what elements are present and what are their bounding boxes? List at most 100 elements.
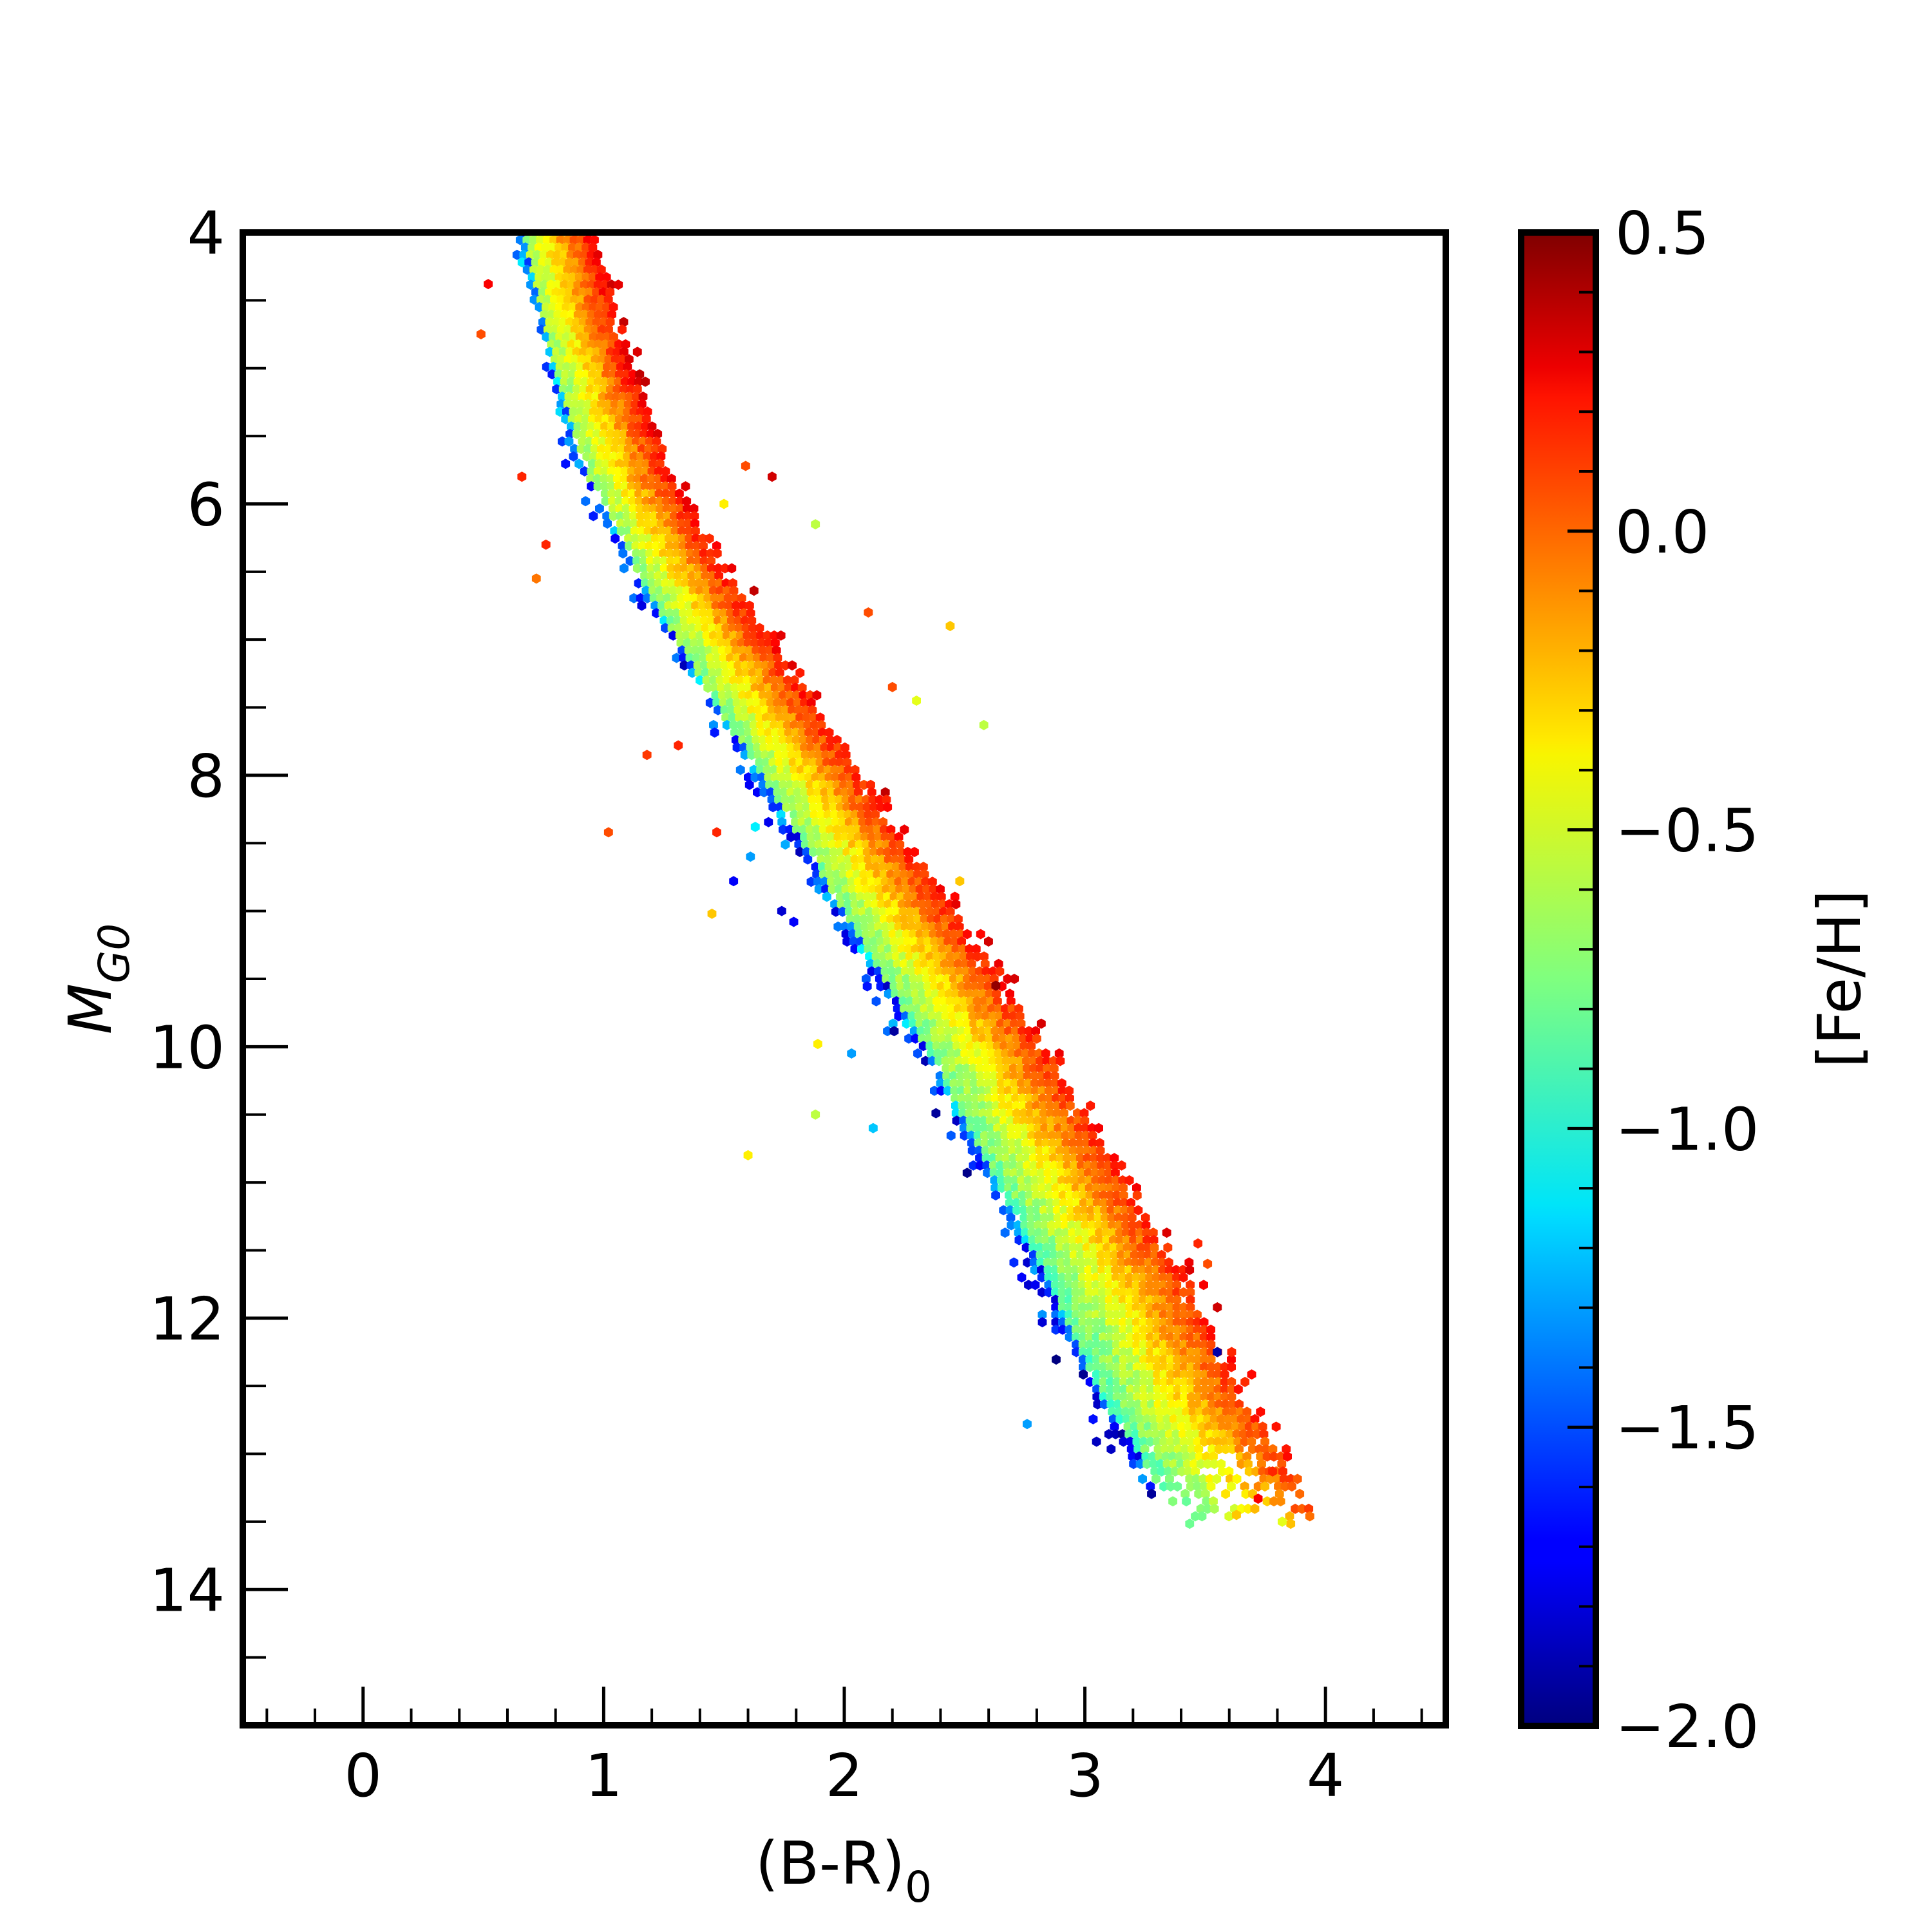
hexbin-cell bbox=[993, 1122, 1003, 1133]
hexbin-cell bbox=[1062, 1145, 1072, 1156]
hexbin-cell bbox=[829, 757, 838, 768]
hexbin-cell bbox=[820, 831, 829, 842]
hexbin-cell bbox=[983, 1078, 992, 1089]
hexbin-cell bbox=[1250, 1414, 1260, 1425]
hexbin-cell bbox=[747, 615, 757, 626]
hexbin-cell bbox=[826, 869, 835, 880]
hexbin-cell bbox=[761, 757, 771, 768]
hexbin-cell bbox=[750, 772, 760, 783]
hexbin-cell bbox=[634, 466, 643, 477]
hexbin-cell bbox=[986, 1122, 996, 1133]
hexbin-cell bbox=[873, 824, 882, 835]
hexbin-cell bbox=[656, 518, 666, 529]
hexbin-cell bbox=[1034, 1220, 1043, 1231]
hexbin-cell bbox=[985, 1108, 994, 1119]
hexbin-cell bbox=[1085, 1354, 1095, 1365]
hexbin-cell bbox=[1092, 1347, 1101, 1358]
hexbin-cell bbox=[661, 481, 670, 492]
hexbin-cell bbox=[1108, 1406, 1117, 1417]
hexbin-cell bbox=[726, 705, 736, 715]
hexbin-cell bbox=[531, 287, 540, 298]
hexbin-cell bbox=[1085, 1376, 1095, 1387]
hexbin-cell bbox=[1084, 1272, 1094, 1283]
hexbin-cell bbox=[1186, 1302, 1195, 1312]
hexbin-cell bbox=[1186, 1361, 1196, 1372]
hexbin-cell bbox=[711, 645, 721, 656]
hexbin-cell bbox=[817, 810, 826, 820]
hexbin-cell bbox=[1160, 1444, 1170, 1455]
hexbin-cell bbox=[980, 1048, 990, 1059]
hexbin-cell bbox=[950, 1085, 960, 1096]
hexbin-cell bbox=[600, 473, 609, 484]
hexbin-cell bbox=[1226, 1481, 1236, 1492]
hexbin-cell bbox=[1200, 1481, 1209, 1492]
hexbin-cell bbox=[918, 951, 928, 962]
hexbin-cell bbox=[842, 757, 852, 768]
hexbin-cell bbox=[841, 884, 851, 895]
hexbin-cell bbox=[1075, 1145, 1085, 1156]
hexbin-cell bbox=[1202, 1451, 1211, 1462]
hexbin-cell bbox=[590, 234, 599, 245]
hexbin-cell bbox=[737, 683, 746, 693]
hexbin-cell bbox=[873, 869, 882, 880]
hexbin-cell bbox=[770, 630, 779, 641]
hexbin-cell bbox=[1047, 1227, 1057, 1238]
hexbin-cell bbox=[1152, 1436, 1162, 1447]
hexbin-cell bbox=[582, 272, 591, 283]
hexbin-cell bbox=[971, 1026, 980, 1037]
hexbin-cell bbox=[675, 630, 685, 641]
hexbin-cell bbox=[788, 794, 797, 805]
hexbin-cell bbox=[1166, 1332, 1175, 1343]
hexbin-cell bbox=[1067, 1220, 1077, 1231]
hexbin-cell bbox=[578, 257, 587, 268]
hexbin-cell bbox=[838, 772, 848, 783]
hexbin-cell bbox=[573, 279, 583, 290]
hexbin-cell bbox=[901, 921, 910, 932]
hexbin-cell bbox=[847, 921, 857, 932]
hexbin-cell bbox=[584, 392, 594, 402]
hexbin-cell bbox=[1046, 1108, 1056, 1119]
hexbin-cell bbox=[1019, 1115, 1029, 1126]
hexbin-cell bbox=[826, 735, 835, 746]
hexbin-cell bbox=[969, 974, 979, 984]
outlier-point bbox=[811, 519, 820, 530]
hexbin-cell bbox=[891, 989, 900, 999]
hexbin-cell bbox=[582, 451, 592, 462]
hexbin-cell bbox=[1242, 1451, 1252, 1462]
hexbin-cell bbox=[752, 645, 761, 656]
hexbin-cell bbox=[1015, 1153, 1025, 1164]
hexbin-cell bbox=[682, 630, 692, 641]
hexbin-cell bbox=[891, 854, 900, 865]
hexbin-cell bbox=[1259, 1429, 1269, 1439]
hexbin-cell bbox=[1078, 1309, 1088, 1320]
hexbin-cell bbox=[661, 496, 671, 507]
hexbin-cell bbox=[962, 1070, 972, 1081]
hexbin-cell bbox=[884, 899, 893, 910]
hexbin-cell bbox=[1118, 1272, 1128, 1283]
hexbin-cell bbox=[976, 1018, 985, 1029]
hexbin-cell bbox=[692, 540, 701, 551]
hexbin-cell bbox=[835, 891, 845, 902]
hexbin-cell bbox=[883, 847, 892, 857]
hexbin-cell bbox=[811, 772, 820, 783]
hexbin-cell bbox=[688, 630, 698, 641]
outlier-point bbox=[746, 851, 755, 862]
hexbin-cell bbox=[746, 652, 755, 663]
hexbin-cell bbox=[997, 1085, 1007, 1096]
outlier-point bbox=[531, 573, 541, 584]
hexbin-cell bbox=[850, 899, 860, 910]
hexbin-cell bbox=[874, 921, 883, 932]
hexbin-cell bbox=[1099, 1190, 1108, 1201]
hexbin-cell bbox=[556, 399, 566, 410]
hexbin-cell bbox=[809, 712, 819, 723]
hexbin-cell bbox=[795, 802, 805, 813]
hexbin-cell bbox=[932, 996, 942, 1007]
hexbin-cell bbox=[920, 869, 929, 880]
hexbin-cell bbox=[654, 578, 663, 589]
hexbin-cell bbox=[595, 272, 605, 283]
hexbin-cell bbox=[555, 406, 565, 417]
hexbin-cell bbox=[1027, 1220, 1036, 1231]
hexbin-cell bbox=[598, 354, 607, 365]
hexbin-cell bbox=[658, 444, 667, 455]
hexbin-cell bbox=[679, 652, 688, 663]
